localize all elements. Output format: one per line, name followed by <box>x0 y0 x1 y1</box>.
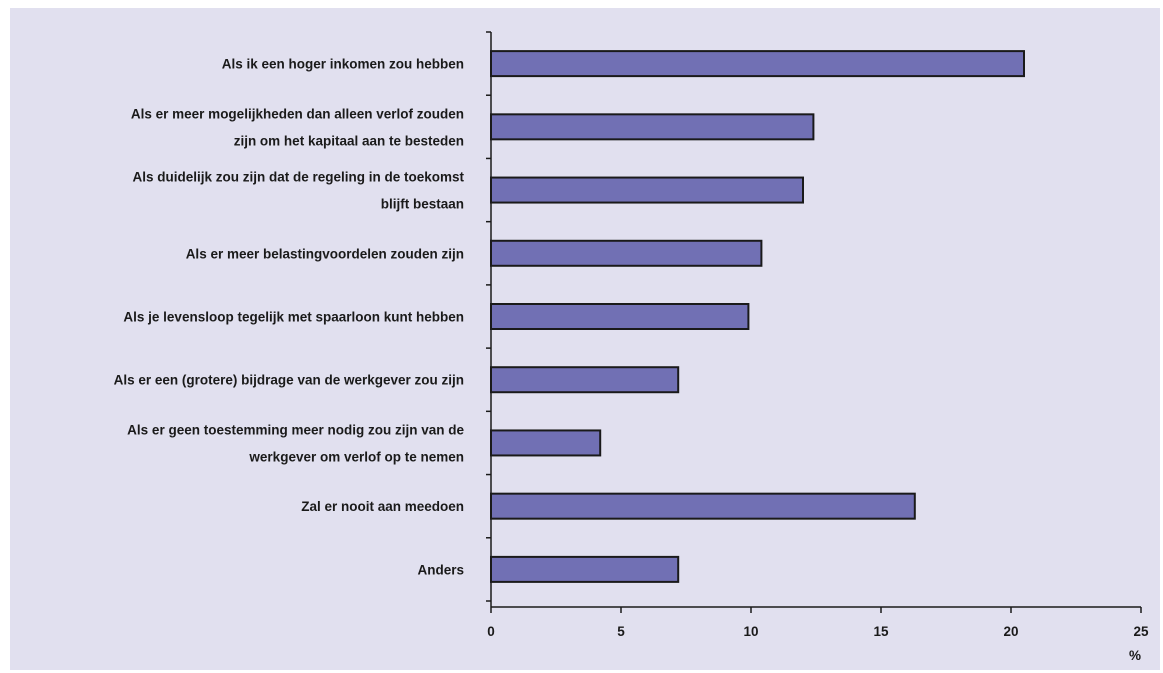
axes-group <box>490 32 1141 608</box>
category-label: Als er meer mogelijkheden dan alleen ver… <box>131 106 464 121</box>
category-label: zijn om het kapitaal aan te besteden <box>234 133 464 148</box>
category-label: Zal er nooit aan meedoen <box>301 499 464 514</box>
category-label: Als ik een hoger inkomen zou hebben <box>222 57 464 72</box>
bar <box>490 429 602 457</box>
x-tick-label: 5 <box>617 624 625 639</box>
bar <box>490 303 750 330</box>
category-label: Als er een (grotere) bijdrage van de wer… <box>114 373 464 388</box>
x-ticks: 0 5 10 15 20 25 <box>487 607 1149 639</box>
x-tick-label: 0 <box>487 624 495 639</box>
category-label: werkgever om verlof op te nemen <box>248 449 464 464</box>
bar <box>490 492 916 520</box>
x-tick-label: 15 <box>873 624 889 639</box>
category-label: Anders <box>417 562 464 577</box>
x-tick-label: 25 <box>1133 624 1149 639</box>
bar <box>490 239 763 267</box>
y-ticks <box>486 31 491 602</box>
bar <box>490 555 680 583</box>
category-labels: Als ik een hoger inkomen zou hebben Als e… <box>114 57 465 578</box>
x-axis-label: % <box>1129 648 1141 663</box>
category-label: Als je levensloop tegelijk met spaarloon… <box>123 310 464 325</box>
bar <box>490 113 815 141</box>
category-label: blijft bestaan <box>381 197 464 212</box>
category-label: Als duidelijk zou zijn dat de regeling i… <box>132 170 464 185</box>
bar <box>490 176 804 204</box>
category-label: Als er meer belastingvoordelen zouden zi… <box>186 246 464 261</box>
x-tick-label: 10 <box>743 624 758 639</box>
category-label: Als er geen toestemming meer nodig zou z… <box>127 422 464 437</box>
bar-chart: Als ik een hoger inkomen zou hebben Als e… <box>114 31 1149 663</box>
bar <box>490 50 1025 78</box>
x-tick-label: 20 <box>1003 624 1018 639</box>
chart-panel: Als ik een hoger inkomen zou hebben Als e… <box>10 8 1160 670</box>
bars-group <box>490 50 1025 583</box>
bar <box>490 366 680 394</box>
